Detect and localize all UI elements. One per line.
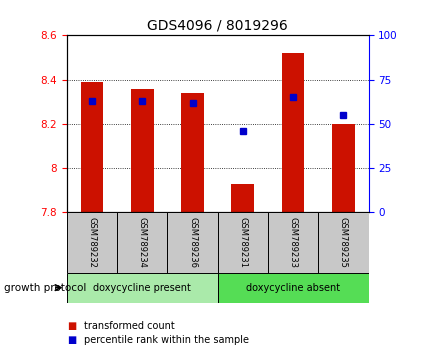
Bar (181, 93, 203, 212)
Bar (80, 82, 103, 212)
Bar (281, 53, 304, 212)
FancyBboxPatch shape (67, 273, 217, 303)
Text: ■: ■ (67, 321, 76, 331)
Text: GSM789232: GSM789232 (87, 217, 96, 268)
Text: transformed count: transformed count (84, 321, 175, 331)
Bar (331, 124, 354, 212)
Text: GSM789234: GSM789234 (138, 217, 146, 268)
Text: GSM789231: GSM789231 (238, 217, 247, 268)
Text: doxycycline absent: doxycycline absent (246, 282, 339, 293)
Bar (131, 88, 153, 212)
Text: GSM789233: GSM789233 (288, 217, 297, 268)
Text: ■: ■ (67, 335, 76, 345)
FancyBboxPatch shape (267, 212, 317, 273)
Text: GSM789235: GSM789235 (338, 217, 347, 268)
FancyBboxPatch shape (67, 212, 117, 273)
FancyBboxPatch shape (167, 212, 217, 273)
FancyBboxPatch shape (217, 212, 267, 273)
Text: doxycycline present: doxycycline present (93, 282, 191, 293)
FancyBboxPatch shape (117, 212, 167, 273)
Text: percentile rank within the sample: percentile rank within the sample (84, 335, 249, 345)
Text: growth protocol: growth protocol (4, 282, 86, 293)
FancyBboxPatch shape (217, 273, 368, 303)
FancyBboxPatch shape (317, 212, 368, 273)
Bar (231, 184, 254, 212)
Text: GSM789236: GSM789236 (187, 217, 197, 268)
Title: GDS4096 / 8019296: GDS4096 / 8019296 (147, 19, 287, 33)
